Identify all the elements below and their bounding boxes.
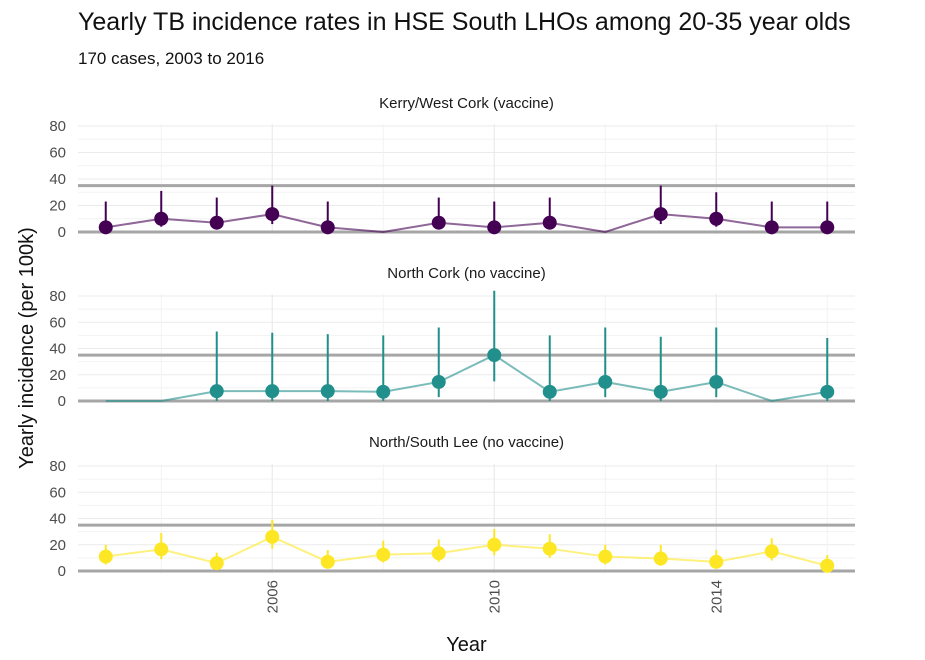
data-point xyxy=(653,551,668,566)
x-tick-label: 2010 xyxy=(486,580,503,613)
data-point xyxy=(487,348,502,363)
data-point xyxy=(709,211,724,226)
panel-3: North/South Lee (no vaccine) 0 20 40 60 80 xyxy=(49,434,855,580)
y-tick-label: 60 xyxy=(49,484,66,501)
panel-title: North/South Lee (no vaccine) xyxy=(369,434,564,451)
y-tick-label: 20 xyxy=(49,537,66,554)
data-point xyxy=(487,220,502,235)
panel-1: Kerry/West Cork (vaccine) 0 20 40 60 80 xyxy=(49,95,855,241)
data-point xyxy=(320,384,335,399)
y-tick-label: 0 xyxy=(58,563,66,580)
series-line xyxy=(105,213,828,234)
data-point xyxy=(154,542,169,557)
data-point xyxy=(542,541,557,556)
y-tick-label: 0 xyxy=(58,224,66,241)
data-point xyxy=(653,384,668,399)
data-point xyxy=(98,549,113,564)
data-point xyxy=(154,211,169,226)
y-tick-label: 20 xyxy=(49,198,66,215)
data-point xyxy=(320,554,335,569)
data-point xyxy=(98,220,113,235)
y-tick-label: 40 xyxy=(49,171,66,188)
data-point xyxy=(209,556,224,571)
data-point xyxy=(542,384,557,399)
y-tick-label: 20 xyxy=(49,367,66,384)
x-axis-title: Year xyxy=(446,634,487,656)
data-point xyxy=(709,554,724,569)
chart-subtitle: 170 cases, 2003 to 2016 xyxy=(78,49,265,68)
data-point xyxy=(431,374,446,389)
panel-title: Kerry/West Cork (vaccine) xyxy=(379,95,554,112)
data-point xyxy=(820,384,835,399)
series-line xyxy=(105,535,828,567)
data-point xyxy=(542,215,557,230)
y-tick-label: 40 xyxy=(49,341,66,358)
data-point xyxy=(265,207,280,222)
x-tick-label: 2006 xyxy=(264,580,281,613)
y-tick-label: 80 xyxy=(49,118,66,135)
y-tick-label: 60 xyxy=(49,145,66,162)
y-tick-label: 80 xyxy=(49,288,66,305)
data-point xyxy=(764,220,779,235)
data-point xyxy=(653,207,668,222)
data-point xyxy=(431,215,446,230)
y-tick-label: 40 xyxy=(49,511,66,528)
data-point xyxy=(376,547,391,562)
panel-2: North Cork (no vaccine) 0 20 40 60 80 xyxy=(49,265,855,410)
data-point xyxy=(209,384,224,399)
data-point xyxy=(709,374,724,389)
chart-title: Yearly TB incidence rates in HSE South L… xyxy=(78,8,851,36)
y-tick-label: 80 xyxy=(49,458,66,475)
data-point xyxy=(598,374,613,389)
y-tick-label: 60 xyxy=(49,314,66,331)
data-point xyxy=(265,529,280,544)
data-point xyxy=(431,546,446,561)
data-point xyxy=(265,384,280,399)
panel-title: North Cork (no vaccine) xyxy=(387,265,545,282)
y-tick-label: 0 xyxy=(58,393,66,410)
data-point xyxy=(764,544,779,559)
data-point xyxy=(487,537,502,552)
y-axis-title: Yearly incidence (per 100k) xyxy=(16,227,38,469)
data-point xyxy=(820,220,835,235)
data-point xyxy=(209,215,224,230)
data-point xyxy=(320,220,335,235)
data-point xyxy=(820,558,835,573)
series-line xyxy=(105,353,828,403)
data-point xyxy=(598,549,613,564)
x-tick-label: 2014 xyxy=(708,580,725,613)
data-point xyxy=(376,384,391,399)
